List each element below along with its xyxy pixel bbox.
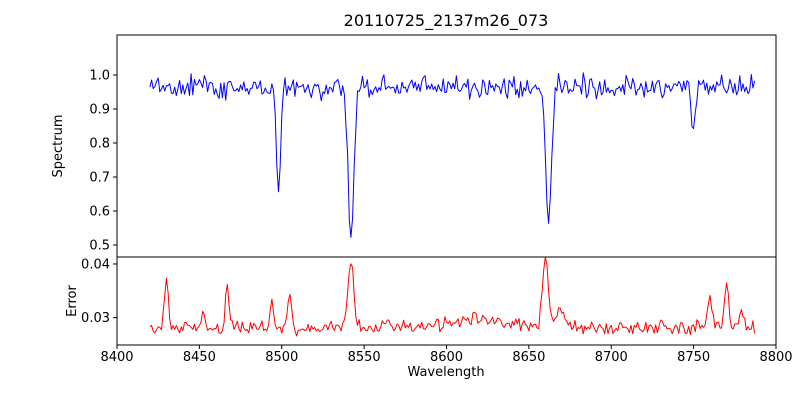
x-tick-label: 8600: [430, 350, 463, 365]
y-tick-label: 1.0: [89, 68, 110, 83]
x-tick-label: 8750: [677, 350, 710, 365]
spectrum-line: [149, 72, 756, 238]
y-tick-label: 0.7: [89, 170, 110, 185]
y-tick-label: 0.04: [81, 257, 110, 272]
y-tick-label: 0.5: [89, 238, 110, 253]
x-tick-label: 8800: [759, 350, 792, 365]
y-axis-label-error: Error: [65, 285, 80, 317]
x-tick-label: 8500: [265, 350, 298, 365]
x-tick-label: 8700: [595, 350, 628, 365]
x-axis-label: Wavelength: [407, 365, 484, 380]
x-tick-label: 8550: [348, 350, 381, 365]
error-axes-frame: [116, 256, 777, 346]
spectrum-axes-frame: [116, 34, 777, 258]
x-tick-label: 8650: [512, 350, 545, 365]
x-tick-label: 8450: [183, 350, 216, 365]
y-tick-label: 0.9: [89, 102, 110, 117]
chart-title: 20110725_2137m26_073: [344, 11, 549, 31]
y-tick-label: 0.03: [81, 311, 110, 326]
y-tick-label: 0.6: [89, 204, 110, 219]
error-line: [149, 256, 756, 337]
y-axis-label-spectrum: Spectrum: [51, 115, 66, 178]
axes-group: 0.5 0.6 0.7 0.8 0.9 1.0 0.03 0.04 8400 8450 8500 85…: [81, 34, 793, 365]
x-tick-label: 8400: [100, 350, 133, 365]
y-tick-label: 0.8: [89, 136, 110, 151]
